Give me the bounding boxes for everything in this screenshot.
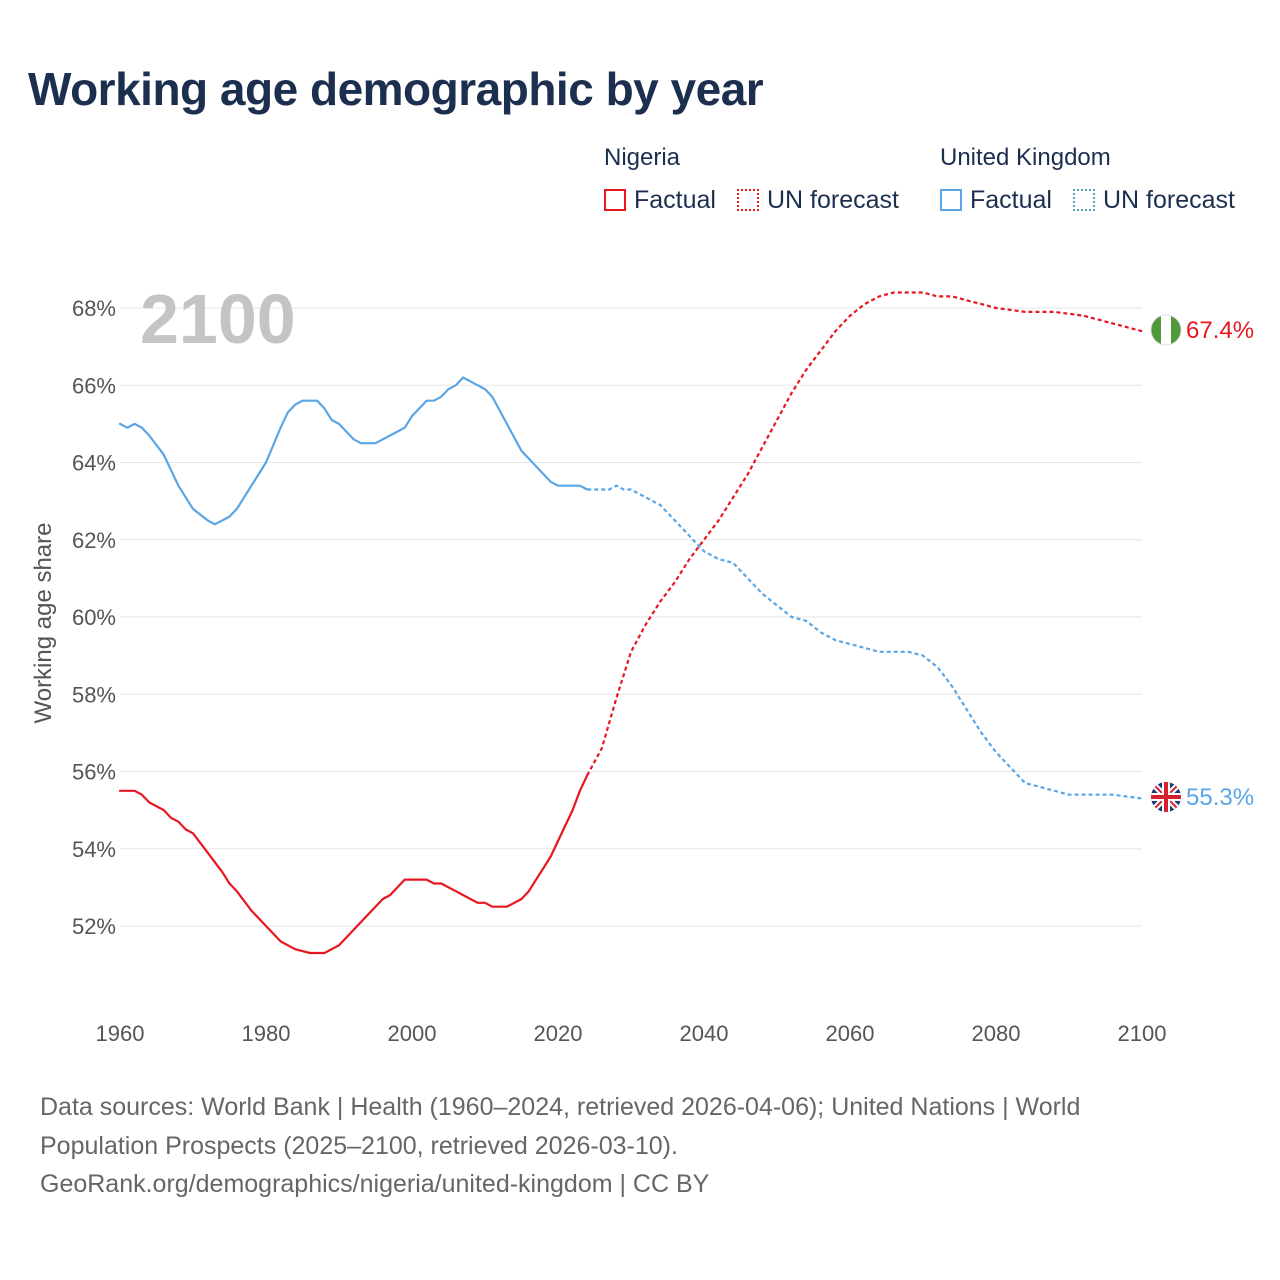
x-axis-ticks: 1960 1980 2000 2020 2040 2060 2080 2100 xyxy=(96,1021,1167,1046)
x-tick-label: 2060 xyxy=(826,1021,875,1046)
nigeria-end-value: 67.4% xyxy=(1186,317,1254,344)
y-tick-label: 56% xyxy=(72,760,116,785)
legend-swatch-dotted-blue xyxy=(1073,189,1095,211)
x-tick-label: 2100 xyxy=(1118,1021,1167,1046)
y-axis-ticks: 52% 54% 56% 58% 60% 62% 64% 66% 68% xyxy=(72,296,116,939)
legend-swatch-solid-blue xyxy=(940,189,962,211)
y-tick-label: 64% xyxy=(72,451,116,476)
legend-label: Factual xyxy=(970,185,1052,214)
data-sources-footer: Data sources: World Bank | Health (1960–… xyxy=(40,1088,1240,1204)
legend-item-nigeria-forecast[interactable]: UN forecast xyxy=(737,186,899,214)
x-tick-label: 1960 xyxy=(96,1021,145,1046)
footer-line-2: Population Prospects (2025–2100, retriev… xyxy=(40,1131,678,1160)
y-tick-label: 68% xyxy=(72,296,116,321)
legend-label: UN forecast xyxy=(1103,185,1235,214)
legend-label: UN forecast xyxy=(767,185,899,214)
y-tick-label: 58% xyxy=(72,682,116,707)
legend-swatch-solid-red xyxy=(604,189,626,211)
nigeria-factual-line[interactable] xyxy=(118,774,589,955)
legend-item-uk-forecast[interactable]: UN forecast xyxy=(1073,186,1235,214)
uk-factual-line[interactable] xyxy=(118,376,589,526)
x-tick-label: 2020 xyxy=(534,1021,583,1046)
legend-group-uk: United Kingdom xyxy=(940,144,1111,171)
legend-group-nigeria: Nigeria xyxy=(604,144,681,171)
series-lines xyxy=(118,291,1143,955)
y-tick-label: 52% xyxy=(72,914,116,939)
uk-forecast-line[interactable] xyxy=(587,484,1143,800)
y-tick-label: 54% xyxy=(72,837,116,862)
chart-title: Working age demographic by year xyxy=(28,63,764,115)
footer-line-1: Data sources: World Bank | Health (1960–… xyxy=(40,1093,1081,1121)
legend-swatch-dotted-red xyxy=(737,189,759,211)
legend-label: Factual xyxy=(634,185,716,214)
footer-line-3[interactable]: GeoRank.org/demographics/nigeria/united-… xyxy=(40,1170,710,1198)
gridlines xyxy=(120,307,1142,927)
x-tick-label: 1980 xyxy=(242,1021,291,1046)
nigeria-forecast-line[interactable] xyxy=(586,291,1143,776)
uk-end-value: 55.3% xyxy=(1186,784,1254,811)
x-tick-label: 2080 xyxy=(972,1021,1021,1046)
x-tick-label: 2040 xyxy=(680,1021,729,1046)
uk-flag-icon xyxy=(1151,782,1181,812)
y-axis-label: Working age share xyxy=(30,523,57,724)
y-tick-label: 62% xyxy=(72,528,116,553)
y-tick-label: 66% xyxy=(72,373,116,398)
x-tick-label: 2000 xyxy=(388,1021,437,1046)
legend-item-nigeria-factual[interactable]: Factual xyxy=(604,186,716,214)
nigeria-flag-icon xyxy=(1150,314,1182,346)
current-year-label: 2100 xyxy=(140,280,296,358)
line-chart: 52% 54% 56% 58% 60% 62% 64% 66% 68% 1960 1980 2000… xyxy=(30,280,1254,1046)
y-tick-label: 60% xyxy=(72,605,116,630)
legend-item-uk-factual[interactable]: Factual xyxy=(940,186,1052,214)
